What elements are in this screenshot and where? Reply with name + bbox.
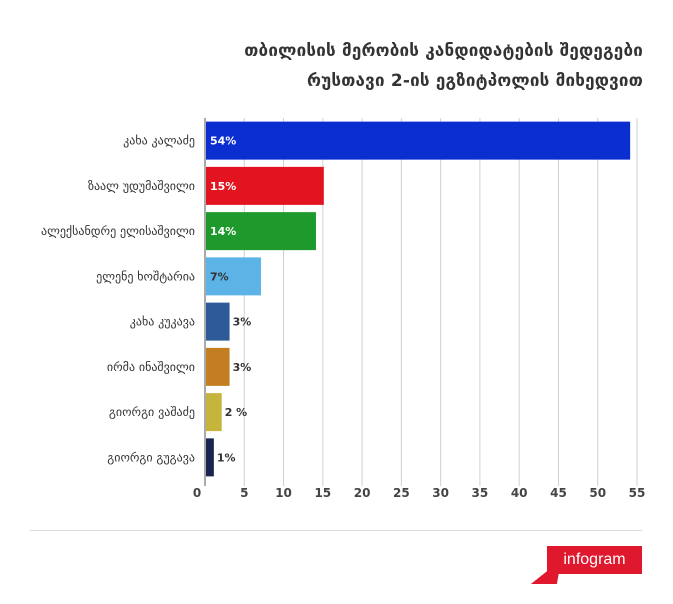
x-tick-label: 30 — [432, 486, 449, 500]
data-label: 14% — [210, 225, 236, 238]
data-label: 2 % — [225, 406, 248, 419]
bar — [206, 257, 261, 296]
x-tick-label: 10 — [275, 486, 292, 500]
x-tick-label: 25 — [393, 486, 410, 500]
x-tick-label: 35 — [472, 486, 489, 500]
data-label: 3% — [233, 361, 252, 374]
bar — [206, 393, 222, 432]
bar — [206, 347, 230, 386]
bar — [206, 166, 324, 205]
category-label: კახა კალაძე — [123, 134, 195, 148]
x-tick-label: 5 — [240, 486, 248, 500]
category-label: ელენე ხოშტარია — [96, 269, 195, 283]
bar-chart: 0 5 10 15 20 25 30 35 40 45 50 55 კახა კალაძე 54% ზაალ… — [41, 118, 646, 500]
chart-title-line-2: რუსთავი 2-ის ეგზიტპოლის მიხედვით — [306, 71, 643, 91]
x-tick-label: 55 — [629, 486, 646, 500]
bar — [206, 121, 631, 160]
category-label: კახა კუკავა — [130, 315, 195, 329]
bar — [206, 302, 230, 341]
x-tick-label: 20 — [354, 486, 371, 500]
chart-title: თბილისის მერობის კანდიდატების შედეგები რ… — [43, 36, 643, 96]
data-label: 3% — [233, 316, 252, 329]
bar — [206, 212, 316, 251]
category-label: გიორგი გუგავა — [107, 450, 195, 464]
x-tick-label: 15 — [314, 486, 331, 500]
data-label: 1% — [217, 451, 236, 464]
x-tick-label: 0 — [193, 486, 201, 500]
footer-divider — [30, 530, 642, 531]
x-tick-label: 45 — [550, 486, 567, 500]
data-label: 54% — [210, 135, 236, 148]
infogram-logo-text: infogram — [563, 551, 626, 568]
infogram-logo[interactable]: infogram — [547, 546, 642, 574]
data-label: 7% — [210, 270, 229, 283]
category-label: გიორგი ვაშაძე — [109, 405, 195, 419]
chart-title-line-1: თბილისის მერობის კანდიდატების შედეგები — [244, 41, 643, 61]
x-tick-label: 50 — [589, 486, 606, 500]
data-label: 15% — [210, 180, 236, 193]
category-label: ზაალ უდუმაშვილი — [88, 179, 195, 193]
bar — [206, 438, 214, 477]
x-tick-label: 40 — [511, 486, 528, 500]
category-label: ირმა ინაშვილი — [107, 360, 195, 374]
category-label: ალექსანდრე ელისაშვილი — [41, 224, 195, 238]
